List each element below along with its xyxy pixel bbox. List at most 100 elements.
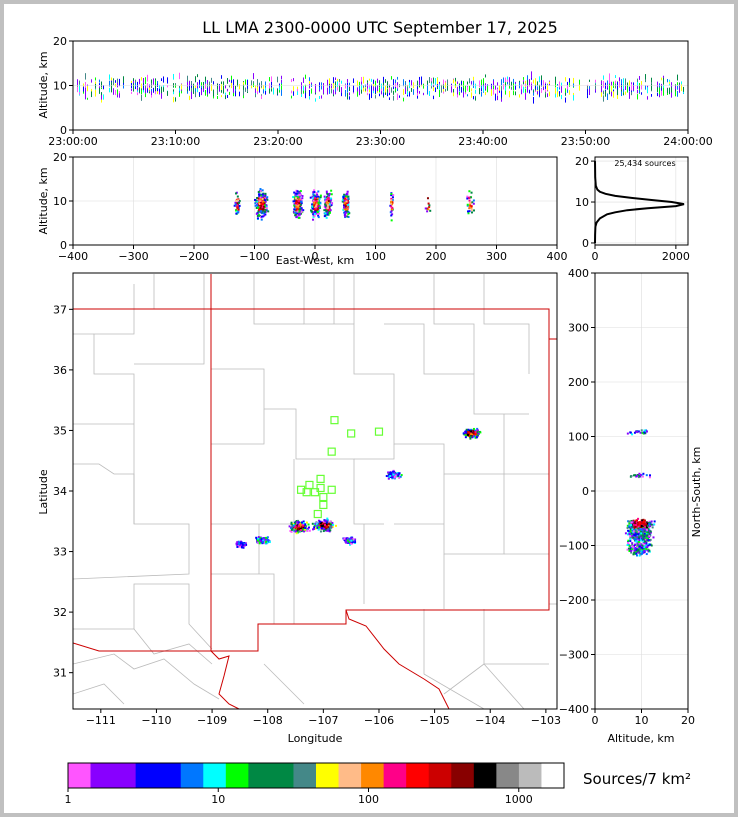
time-altitude-source-mark	[637, 83, 638, 89]
time-altitude-source-mark	[327, 79, 328, 87]
time-altitude-source-mark	[395, 88, 396, 92]
north-south-source-mark	[637, 536, 640, 539]
time-altitude-source-mark	[103, 94, 104, 100]
east-west-source-mark	[310, 210, 313, 213]
map-source-mark	[313, 526, 316, 529]
east-west-source-mark	[391, 202, 394, 205]
map-source-mark	[465, 428, 468, 431]
east-west-source-mark	[297, 196, 300, 199]
time-altitude-source-mark	[611, 81, 612, 89]
time-altitude-source-mark	[265, 81, 266, 88]
map-source-mark	[296, 521, 299, 524]
map-tick-label: −110	[141, 714, 171, 727]
map-source-mark	[326, 517, 329, 520]
time-altitude-source-mark	[499, 85, 500, 91]
time-altitude-source-mark	[181, 84, 182, 90]
time-altitude-source-mark	[527, 85, 528, 93]
time-altitude-source-mark	[555, 88, 556, 94]
north-south-source-mark	[630, 524, 633, 527]
north-south-source-mark	[645, 521, 648, 524]
lma-station-marker	[330, 416, 339, 425]
time-altitude-source-mark	[527, 78, 528, 86]
east-west-source-mark	[261, 208, 264, 211]
north-south-source-mark	[648, 532, 651, 535]
east-west-source-mark	[259, 189, 262, 192]
east-west-source-mark	[323, 215, 326, 218]
north-south-source-mark	[631, 534, 634, 537]
time-altitude-source-mark	[279, 86, 280, 91]
north-south-source-mark	[637, 525, 640, 528]
east-west-source-mark	[312, 193, 315, 196]
map-source-mark	[299, 527, 302, 530]
north-south-source-mark	[648, 525, 651, 528]
time-altitude-source-mark	[443, 84, 444, 90]
map-source-mark	[266, 541, 269, 544]
north-south-source-mark	[628, 544, 631, 547]
time-altitude-source-mark	[321, 95, 322, 99]
east-west-source-mark	[256, 200, 259, 203]
time-altitude-source-mark	[589, 79, 590, 82]
time-altitude-source-mark	[651, 84, 652, 91]
north-south-source-mark	[630, 551, 633, 554]
map-source-mark	[302, 528, 305, 531]
colorbar-swatch	[180, 763, 204, 788]
north-south-source-mark	[643, 528, 646, 531]
map-source-mark	[268, 541, 271, 544]
east-west-source-mark	[468, 199, 471, 202]
map-tick-label: 36	[53, 364, 67, 377]
east-west-source-mark	[298, 198, 301, 201]
time-altitude-source-mark	[309, 96, 310, 100]
north-south-source-mark	[644, 527, 647, 530]
east-west-source-mark	[391, 213, 394, 216]
map-source-mark	[294, 522, 297, 525]
north-south-source-mark	[648, 536, 651, 539]
time-altitude-source-mark	[113, 88, 114, 91]
map-source-mark	[389, 475, 392, 478]
lma-station-marker	[296, 485, 306, 494]
time-altitude-source-mark	[567, 81, 568, 86]
north-south-source-mark	[645, 531, 648, 534]
east-west-source-mark	[318, 199, 321, 202]
histogram-tick-label: 2000	[662, 250, 690, 263]
time-altitude-source-mark	[309, 84, 310, 89]
time-altitude-source-mark	[123, 84, 124, 89]
time-altitude-source-mark	[79, 85, 80, 93]
time-altitude-source-mark	[541, 75, 542, 81]
time-altitude-source-mark	[261, 82, 262, 88]
time-altitude-source-mark	[657, 85, 658, 92]
east-west-source-mark	[325, 210, 328, 213]
time-altitude-source-mark	[349, 82, 350, 86]
time-altitude-source-mark	[493, 89, 494, 95]
north-south-source-mark	[643, 538, 646, 541]
map-source-mark	[318, 520, 321, 523]
north-south-source-mark	[645, 534, 648, 537]
time-altitude-source-mark	[431, 83, 432, 87]
east-west-source-mark	[259, 208, 262, 211]
map-source-mark	[464, 436, 467, 439]
time-altitude-source-mark	[419, 84, 420, 88]
time-altitude-source-mark	[671, 92, 672, 98]
north-south-source-mark	[632, 474, 635, 477]
east-west-source-mark	[428, 205, 431, 208]
time-altitude-source-mark	[327, 87, 328, 95]
north-south-source-mark	[635, 521, 638, 524]
east-west-tick-label: 100	[365, 250, 386, 263]
time-altitude-source-mark	[251, 81, 252, 89]
east-west-source-mark	[472, 209, 475, 212]
east-west-source-mark	[391, 196, 394, 199]
time-altitude-source-mark	[569, 82, 570, 87]
time-altitude-source-mark	[201, 89, 202, 96]
map-source-mark	[391, 474, 394, 477]
map-source-mark	[350, 539, 353, 542]
north-south-source-mark	[642, 543, 645, 546]
east-west-source-mark	[470, 211, 473, 214]
map-source-mark	[476, 427, 479, 430]
east-west-source-mark	[260, 200, 263, 203]
north-south-source-mark	[637, 530, 640, 533]
east-west-source-mark	[427, 208, 430, 211]
east-west-source-mark	[257, 201, 260, 204]
time-altitude-source-mark	[481, 91, 482, 97]
time-altitude-source-mark	[565, 77, 566, 82]
east-west-source-mark	[236, 206, 239, 209]
north-south-source-mark	[628, 530, 631, 533]
